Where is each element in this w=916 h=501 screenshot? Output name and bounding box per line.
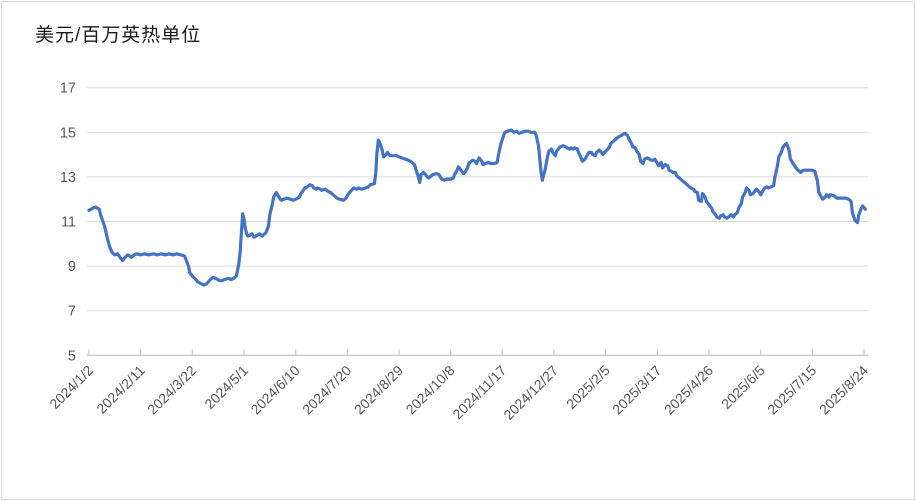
x-axis-label: 2024/5/1 [201,362,251,412]
x-axis-label: 2025/2/5 [563,362,613,412]
x-axis-label: 2024/7/20 [299,362,355,418]
x-axis-label: 2025/4/26 [661,362,717,418]
x-axis-label: 2024/8/29 [351,362,407,418]
y-axis-label: 9 [68,259,76,275]
x-axis-label: 2024/1/2 [46,362,96,412]
y-axis-label: 11 [61,215,76,231]
y-axis-label: 7 [68,304,76,320]
x-axis-label: 2025/6/5 [718,362,768,412]
x-axis-label: 2025/3/17 [609,362,665,418]
x-axis-label: 2025/7/15 [764,362,820,418]
x-axis-label: 2024/6/10 [247,362,303,418]
chart-title: 美元/百万英热单位 [35,25,202,46]
x-axis-label: 2024/3/22 [144,362,200,418]
y-axis-label: 5 [68,348,76,364]
x-axis-label: 2024/2/11 [93,362,148,417]
price-line-series [87,128,867,287]
y-axis-label: 15 [60,125,76,141]
y-axis-label: 13 [60,170,76,186]
x-axis-label: 2024/12/27 [500,362,561,423]
x-axis-label: 2024/10/8 [402,362,458,418]
y-axis-label: 17 [60,81,76,97]
x-axis-label: 2025/8/24 [816,362,872,418]
